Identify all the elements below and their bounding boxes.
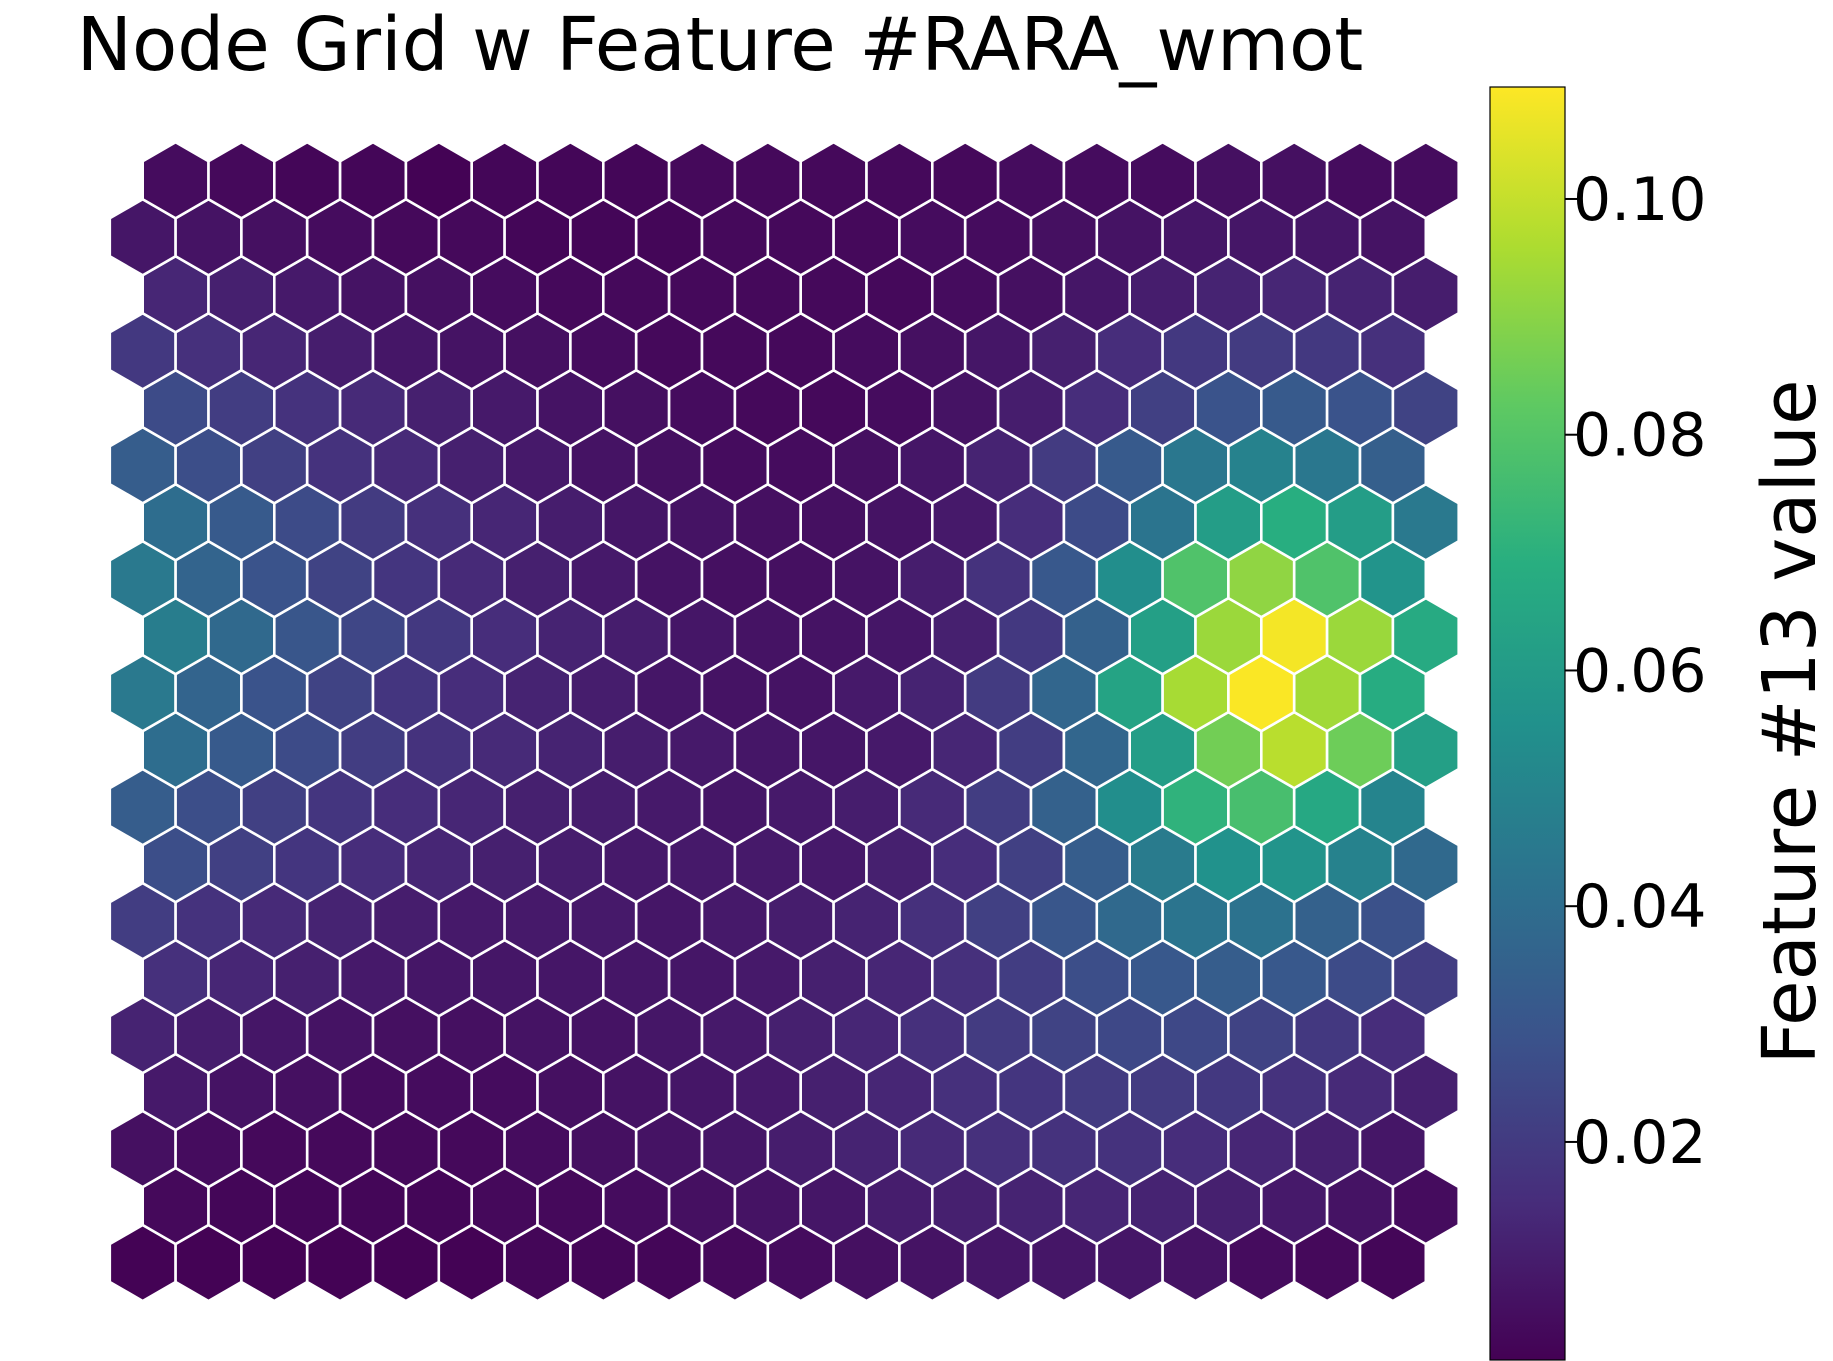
chart-title: Node Grid w Feature #RARA_wmot bbox=[77, 2, 1364, 88]
colorbar-tick-label: 0.02 bbox=[1573, 1108, 1707, 1178]
colorbar bbox=[1489, 86, 1566, 1361]
colorbar-tick-label: 0.08 bbox=[1573, 401, 1707, 471]
colorbar-tick-label: 0.04 bbox=[1573, 872, 1707, 942]
colorbar-tick-label: 0.06 bbox=[1573, 636, 1707, 706]
hex-grid bbox=[108, 140, 1460, 1303]
colorbar-label: Feature #13 value bbox=[1747, 380, 1833, 1065]
colorbar-tick-label: 0.10 bbox=[1573, 165, 1707, 235]
colorbar-ticks: 0.02 0.04 0.06 0.08 0.10 bbox=[1565, 165, 1707, 1178]
hex-cell bbox=[1391, 140, 1460, 220]
